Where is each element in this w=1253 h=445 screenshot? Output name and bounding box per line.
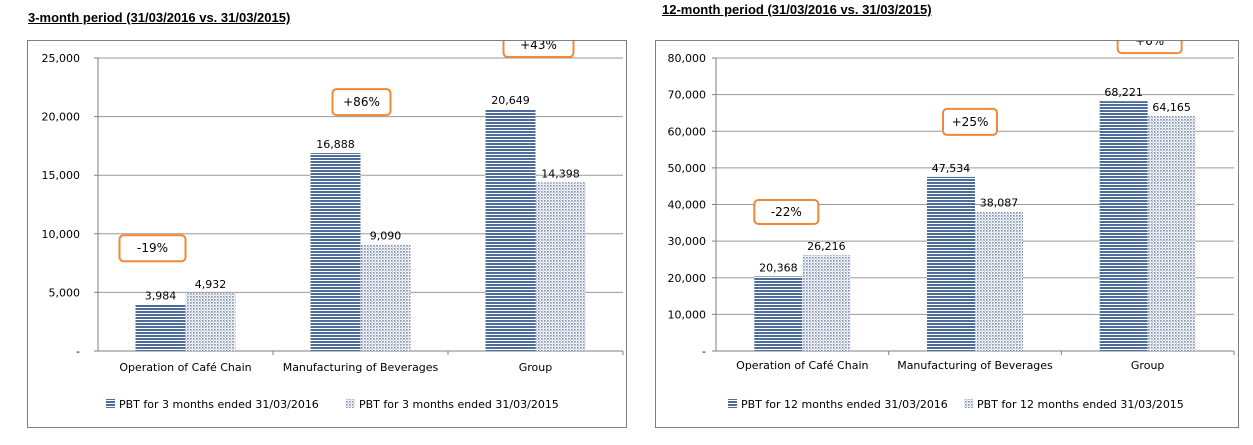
change-annotation-box [1116,41,1183,55]
bar-prior-1 [360,244,411,351]
chart-title-12-month: 12-month period (31/03/2016 vs. 31/03/20… [662,2,932,17]
bar-current-2 [1099,101,1148,351]
change-annotation-box [331,88,392,117]
data-label: 4,932 [195,278,227,291]
category-label: Manufacturing of Beverages [897,359,1053,372]
category-label: Group [1131,359,1165,372]
y-tick-label: 80,000 [668,52,707,65]
y-tick-label: 10,000 [668,308,707,321]
data-label: 20,368 [759,261,798,274]
data-label: 16,888 [316,138,355,151]
y-tick-label: - [76,345,80,358]
legend-entry: PBT for 3 months ended 31/03/2015 [359,398,559,411]
chart-3-month: - 5,000 10,000 15,000 20,000 25,000 3,984 4,932… [27,40,627,428]
change-annotation-box [502,41,575,58]
category-label: Group [519,361,553,374]
data-label: 14,398 [541,167,580,180]
data-label: 20,649 [491,94,530,107]
data-label: 26,216 [807,240,846,253]
legend-swatch [728,399,737,408]
y-tick-label: 50,000 [668,162,707,175]
bar-current-0 [135,304,186,351]
legend-swatch [964,399,973,408]
change-annotation-box [942,107,998,136]
y-tick-label: 70,000 [668,89,707,102]
change-annotation: +86% [343,95,380,109]
bar-prior-0 [802,254,851,351]
category-label: Operation of Café Chain [119,361,251,374]
legend-entry: PBT for 12 months ended 31/03/2016 [741,398,948,411]
data-label: 64,165 [1152,101,1191,114]
y-tick-label: 25,000 [42,52,81,65]
data-label: 9,090 [370,229,402,242]
legend-entry: PBT for 3 months ended 31/03/2016 [119,398,319,411]
change-annotation: +6% [1135,41,1164,48]
chart-12-month: - 10,000 20,000 30,000 40,000 50,000 60,000 70,… [655,40,1239,428]
bar-prior-1 [975,211,1023,351]
data-label: 68,221 [1104,86,1143,99]
bar-current-1 [310,153,361,351]
change-annotation-box [118,234,187,263]
y-tick-label: 15,000 [42,169,81,182]
chart-title-3-month: 3-month period (31/03/2016 vs. 31/03/201… [28,10,291,25]
chart-3-month-plot: - 5,000 10,000 15,000 20,000 25,000 3,984 4,932… [42,41,624,411]
change-annotation: -19% [137,241,168,255]
y-tick-label: - [702,345,706,358]
y-tick-label: 60,000 [668,125,707,138]
change-annotation: +25% [952,115,989,129]
change-annotation-box [753,198,820,225]
data-label: 47,534 [932,162,971,175]
y-tick-label: 20,000 [668,272,707,285]
y-tick-label: 10,000 [42,228,81,241]
change-annotation: -22% [771,205,802,219]
bar-prior-0 [185,293,236,351]
bar-current-0 [754,276,803,351]
data-label: 3,984 [145,289,177,302]
y-tick-label: 30,000 [668,235,707,248]
data-label: 38,087 [980,197,1019,210]
chart-12-month-plot: - 10,000 20,000 30,000 40,000 50,000 60,000 70,… [668,41,1235,411]
y-tick-label: 20,000 [42,111,81,124]
legend-entry: PBT for 12 months ended 31/03/2015 [977,398,1184,411]
category-label: Manufacturing of Beverages [283,361,439,374]
legend-swatch [346,399,355,408]
category-label: Operation of Café Chain [736,359,868,372]
change-annotation: +43% [520,41,557,52]
legend-swatch [106,399,115,408]
bar-current-1 [927,176,975,351]
bar-prior-2 [1147,115,1196,351]
bar-current-2 [485,108,536,352]
y-tick-label: 40,000 [668,199,707,212]
bar-prior-2 [535,182,586,351]
y-tick-label: 5,000 [49,286,81,299]
